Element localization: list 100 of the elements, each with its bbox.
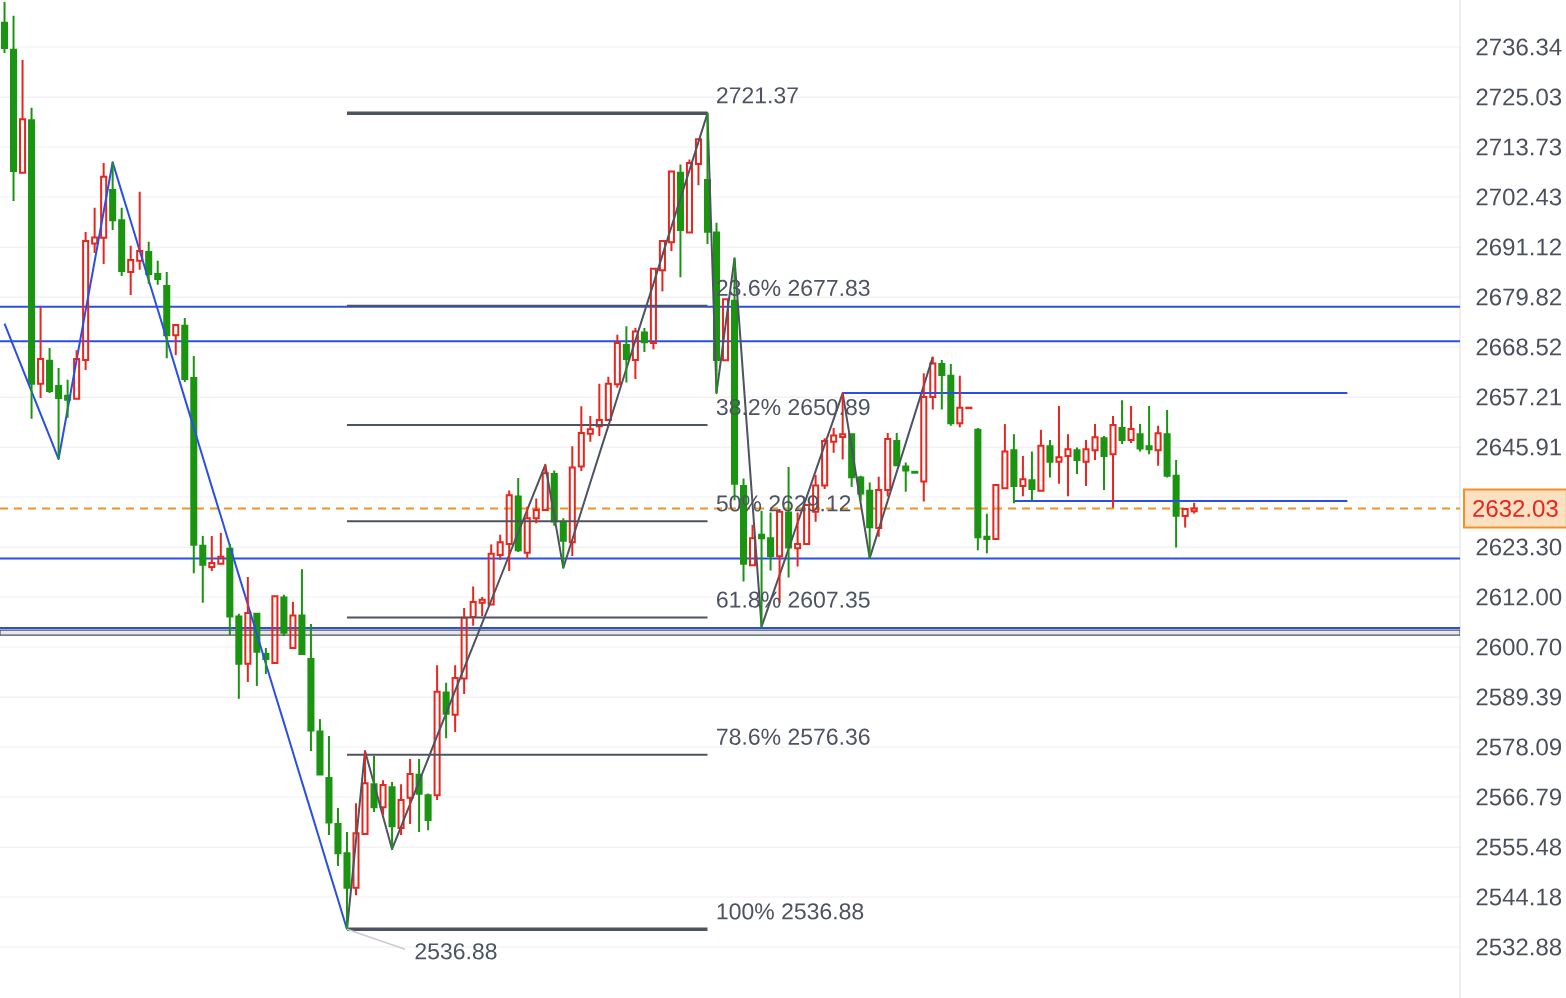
- candlestick: [640, 327, 648, 353]
- candlestick: [199, 534, 207, 604]
- candlestick: [379, 779, 387, 817]
- candlestick: [884, 431, 892, 498]
- candlestick: [613, 333, 621, 389]
- candlestick: [91, 206, 99, 254]
- candlestick: [406, 757, 414, 825]
- candlestick: [46, 346, 54, 395]
- series-label: 100% 2536.88: [717, 903, 864, 920]
- candlestick: [208, 534, 216, 572]
- ref-line-label: 2632.03: [1473, 499, 1558, 517]
- candlestick: [866, 481, 874, 560]
- y-tick-label: 2713.73: [1476, 138, 1562, 156]
- candlestick: [956, 374, 964, 429]
- y-tick-label: 2555.48: [1476, 838, 1562, 856]
- candlestick: [992, 484, 1000, 541]
- candlestick: [343, 830, 351, 931]
- candlestick: [10, 14, 18, 203]
- candlestick: [1136, 423, 1144, 453]
- candlestick: [622, 325, 630, 384]
- candlestick: [920, 372, 928, 503]
- candlestick: [911, 470, 919, 474]
- candlestick: [1118, 399, 1126, 445]
- candlestick: [28, 106, 36, 420]
- candlestick: [532, 497, 540, 525]
- candlestick: [875, 475, 883, 538]
- candlestick: [100, 162, 108, 265]
- candlestick: [974, 427, 982, 552]
- candlestick: [604, 375, 612, 422]
- candlestick: [1055, 404, 1063, 485]
- y-tick-label: 2657.21: [1476, 388, 1561, 406]
- candlestick: [694, 138, 702, 187]
- candlestick: [577, 405, 585, 472]
- y-tick-label: 2544.18: [1476, 888, 1562, 906]
- y-tick-label: 2691.12: [1476, 238, 1561, 256]
- candlestick: [767, 511, 775, 572]
- y-tick-label: 2668.52: [1476, 338, 1561, 356]
- candlestick: [73, 349, 81, 400]
- candlestick: [127, 244, 135, 296]
- candlestick: [487, 543, 495, 606]
- candlestick: [37, 305, 45, 399]
- candlestick: [316, 718, 324, 776]
- candlestick: [938, 358, 946, 411]
- candlestick: [136, 190, 144, 271]
- candlestick: [1028, 450, 1036, 502]
- candlestick: [172, 323, 180, 357]
- candlestick: [388, 780, 396, 851]
- candlestick: [1019, 454, 1027, 498]
- candlestick: [334, 807, 342, 867]
- candlestick: [721, 298, 730, 362]
- candlestick: [280, 593, 288, 637]
- candlestick: [929, 355, 937, 411]
- candlestick: [1064, 433, 1072, 498]
- candlestick: [1, 1, 9, 54]
- candlestick: [1046, 438, 1054, 479]
- annotation: 2536.88: [415, 943, 497, 960]
- candlestick: [1010, 433, 1018, 505]
- candlestick: [658, 239, 666, 293]
- candlestick: [1109, 415, 1117, 509]
- candlestick: [1145, 404, 1153, 456]
- candlestick: [451, 664, 459, 733]
- candlestick: [82, 231, 90, 372]
- candlestick: [55, 366, 63, 461]
- candlestick: [523, 505, 531, 560]
- candlestick: [217, 531, 225, 565]
- candlestick: [830, 427, 838, 454]
- candlestick: [1172, 458, 1180, 549]
- candlestick: [289, 600, 297, 649]
- candlestick: [244, 576, 252, 683]
- y-tick-label: 2566.79: [1476, 788, 1562, 806]
- candlestick: [145, 240, 153, 285]
- candlestick: [496, 533, 504, 561]
- candlestick: [469, 585, 477, 627]
- candlestick: [424, 792, 432, 832]
- candlestick: [1154, 424, 1162, 467]
- y-tick-label: 2612.00: [1476, 588, 1562, 606]
- candlestick: [307, 623, 315, 752]
- candlestick: [154, 259, 162, 286]
- candlestick: [1073, 446, 1081, 476]
- y-tick-label: 2736.34: [1476, 38, 1562, 56]
- candlestick: [794, 511, 802, 568]
- candlestick: [118, 206, 126, 277]
- candlestick: [298, 568, 306, 656]
- candlestick: [190, 354, 198, 575]
- candlestick: [1127, 404, 1135, 445]
- candlestick: [1181, 507, 1189, 529]
- candlestick: [749, 523, 757, 567]
- candlestick: [226, 542, 234, 637]
- candlestick: [983, 512, 991, 555]
- candlestick: [397, 783, 405, 836]
- candlestick: [325, 734, 333, 836]
- candlestick: [821, 437, 829, 491]
- candlestick: [893, 431, 901, 467]
- candlestick: [559, 517, 567, 569]
- candlestick: [902, 461, 910, 493]
- candlestick: [181, 316, 189, 384]
- candlestick: [433, 664, 441, 802]
- candlestick: [1100, 435, 1108, 491]
- y-tick-label: 2725.03: [1476, 88, 1562, 106]
- candlestick: [235, 612, 243, 700]
